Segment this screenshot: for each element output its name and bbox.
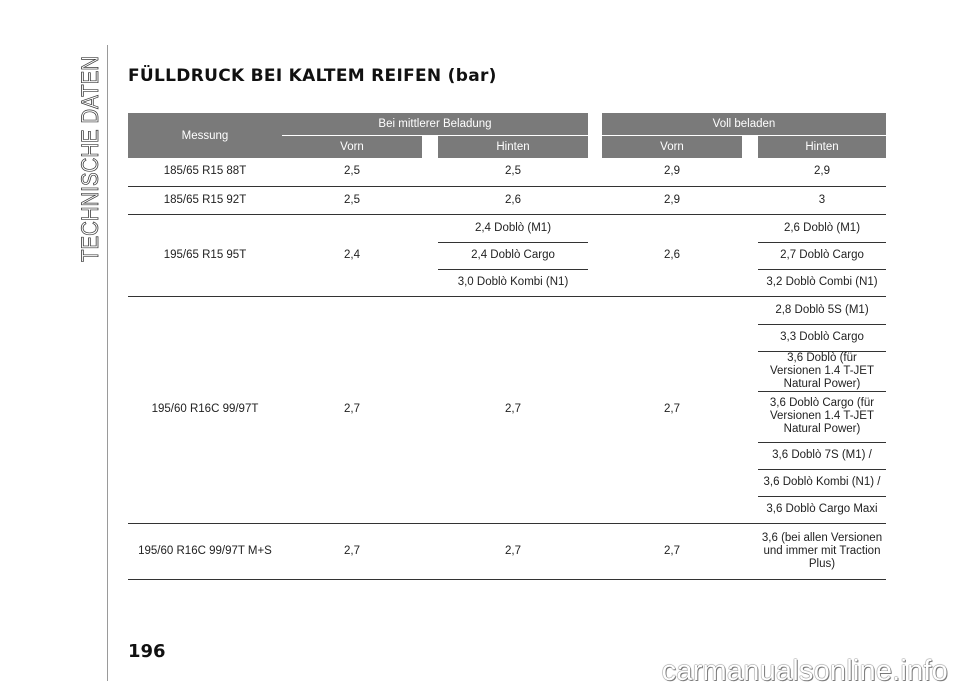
cell-full-rear: 2,8 Doblò 5S (M1) [758, 296, 886, 325]
cell-full-rear: 3,6 Doblò Cargo Maxi [758, 496, 886, 524]
section-side-title-text: TECHNISCHE DATEN [77, 56, 104, 262]
header-full-rear: Hinten [758, 135, 886, 158]
cell-full-front: 2,6 [602, 214, 742, 297]
header-group-full-load: Voll beladen [602, 113, 886, 136]
cell-full-rear: 3,2 Doblò Combi (N1) [758, 269, 886, 297]
cell-mid-front: 2,7 [282, 296, 422, 524]
watermark: carmanualsonline.info [661, 655, 948, 687]
table-row: 185/65 R15 88T 2,5 2,5 2,9 2,9 [128, 158, 886, 187]
header-mid-rear: Hinten [438, 135, 588, 158]
cell-mid-rear: 2,5 [438, 158, 588, 187]
cell-mid-front: 2,5 [282, 186, 422, 215]
cell-full-rear: 3,6 (bei allen Versionen und immer mit T… [758, 523, 886, 580]
cell-size: 195/60 R16C 99/97T [128, 296, 282, 524]
page-number: 196 [128, 641, 166, 662]
tire-pressure-table: Messung Bei mittlerer Beladung Voll bela… [128, 113, 886, 580]
cell-full-rear: 3,6 Doblò Kombi (N1) / [758, 469, 886, 497]
cell-full-front: 2,9 [602, 186, 742, 215]
cell-full-front: 2,7 [602, 296, 742, 524]
cell-full-rear: 2,7 Doblò Cargo [758, 242, 886, 270]
cell-mid-front: 2,7 [282, 523, 422, 580]
cell-mid-front: 2,5 [282, 158, 422, 187]
cell-size: 185/65 R15 92T [128, 186, 282, 215]
cell-full-rear: 3,6 Doblò 7S (M1) / [758, 442, 886, 470]
cell-full-front: 2,7 [602, 523, 742, 580]
header-full-front: Vorn [602, 135, 742, 158]
cell-size: 185/65 R15 88T [128, 158, 282, 187]
cell-full-rear: 3,3 Doblò Cargo [758, 324, 886, 352]
cell-full-rear: 3,6 Doblò Cargo (für Versionen 1.4 T-JET… [758, 391, 886, 443]
cell-size: 195/65 R15 95T [128, 214, 282, 297]
header-group-mid-load: Bei mittlerer Beladung [282, 113, 588, 136]
cell-full-rear: 3,6 Doblò (für Versionen 1.4 T-JET Natur… [758, 351, 886, 392]
cell-full-rear: 3 [758, 186, 886, 215]
side-divider-line [107, 45, 108, 681]
cell-mid-rear: 2,4 Doblò (M1) [438, 214, 588, 243]
cell-mid-rear: 3,0 Doblò Kombi (N1) [438, 269, 588, 297]
cell-full-rear: 2,9 [758, 158, 886, 187]
section-side-title: TECHNISCHE DATEN [70, 50, 108, 270]
cell-mid-rear: 2,7 [438, 523, 588, 580]
header-mid-front: Vorn [282, 135, 422, 158]
cell-size: 195/60 R16C 99/97T M+S [128, 523, 282, 580]
cell-mid-rear: 2,4 Doblò Cargo [438, 242, 588, 270]
header-measure: Messung [128, 113, 282, 158]
table-heading: FÜLLDRUCK BEI KALTEM REIFEN (bar) [128, 66, 497, 86]
table-row: 195/65 R15 95T 2,4 2,4 Doblò (M1) 2,6 2,… [128, 214, 886, 297]
cell-mid-rear: 2,6 [438, 186, 588, 215]
cell-full-rear: 2,6 Doblò (M1) [758, 214, 886, 243]
cell-mid-front: 2,4 [282, 214, 422, 297]
table-row: 195/60 R16C 99/97T M+S 2,7 2,7 2,7 3,6 (… [128, 523, 886, 580]
cell-full-front: 2,9 [602, 158, 742, 187]
cell-mid-rear: 2,7 [438, 296, 588, 524]
table-row: 185/65 R15 92T 2,5 2,6 2,9 3 [128, 186, 886, 215]
table-row: 195/60 R16C 99/97T 2,7 2,7 2,7 2,8 Doblò… [128, 296, 886, 524]
